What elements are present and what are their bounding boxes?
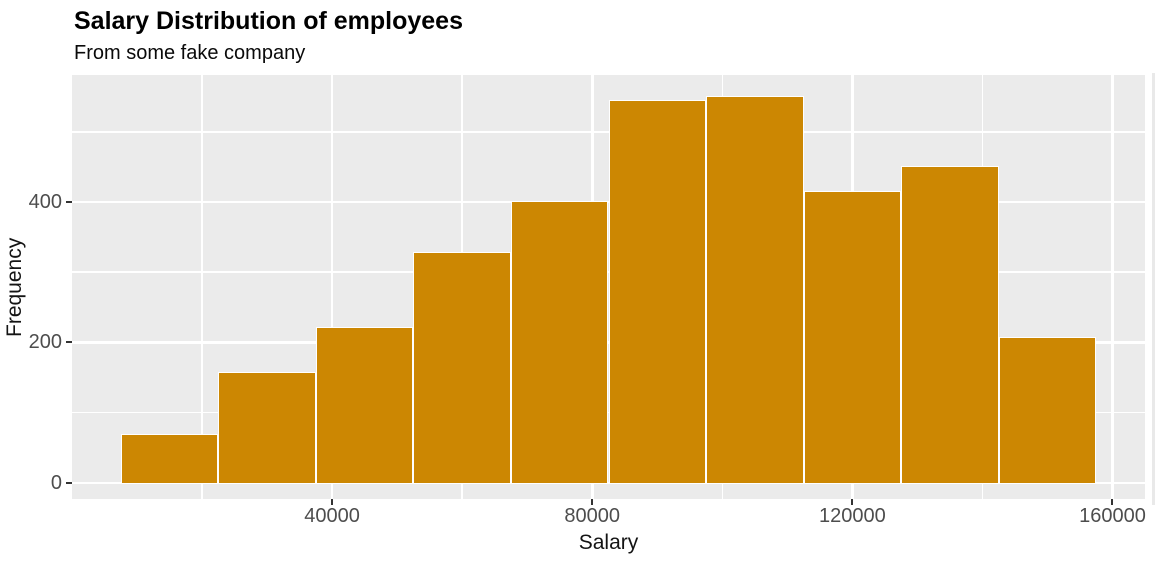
panel-right-edge-sliver	[1152, 73, 1155, 505]
histogram-bar	[803, 191, 902, 485]
x-tick-label: 120000	[818, 505, 886, 527]
histogram-bar	[315, 326, 414, 485]
y-tick-mark	[66, 341, 72, 344]
histogram-bar	[218, 371, 316, 485]
histogram-bar	[413, 251, 511, 485]
histogram-bar	[901, 166, 999, 485]
y-tick-mark	[66, 481, 72, 484]
x-tick-mark	[331, 499, 334, 505]
x-tick-label: 80000	[564, 505, 621, 527]
histogram-bar	[608, 100, 707, 485]
x-tick-label: 40000	[304, 505, 360, 527]
y-tick-mark	[66, 201, 72, 204]
histogram-bar	[706, 95, 804, 485]
chart-subtitle: From some fake company	[74, 42, 306, 64]
gridline-major-vertical	[330, 75, 334, 499]
y-tick-label: 400	[28, 191, 62, 214]
chart-title: Salary Distribution of employees	[74, 7, 463, 35]
y-tick-label: 0	[50, 471, 62, 494]
histogram-bar	[510, 201, 609, 485]
x-tick-label: 160000	[1079, 505, 1146, 527]
y-axis-title: Frequency	[3, 237, 26, 337]
x-tick-mark	[851, 499, 854, 505]
histogram-bar	[120, 433, 219, 485]
gridline-minor-vertical	[201, 75, 203, 499]
x-axis-title: Salary	[578, 531, 639, 554]
gridline-major-vertical	[1111, 75, 1114, 499]
plot-panel	[72, 75, 1145, 499]
y-tick-label: 200	[28, 331, 62, 354]
x-tick-mark	[591, 499, 594, 505]
x-tick-mark	[1111, 499, 1114, 505]
histogram-bar	[998, 336, 1097, 485]
